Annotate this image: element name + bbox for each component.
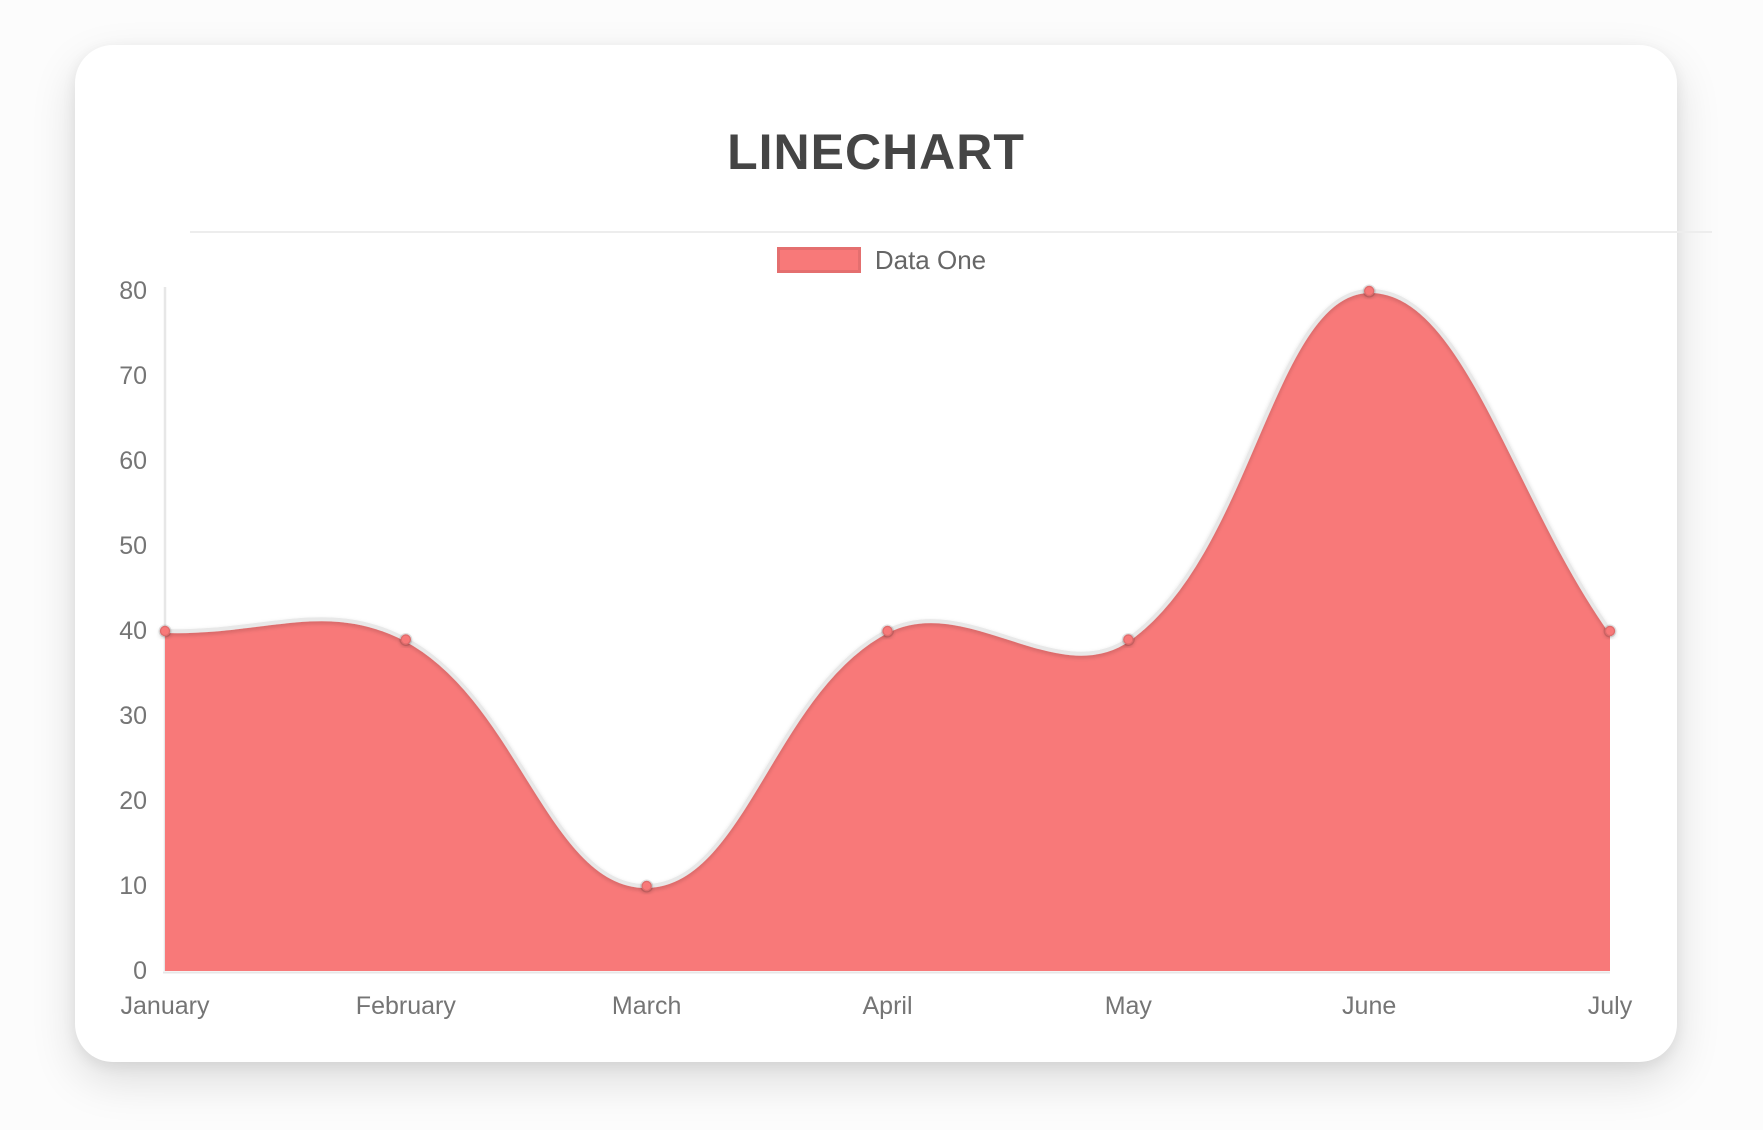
y-axis-tick-50: 50 [119,532,147,560]
y-axis-tick-60: 60 [119,447,147,475]
y-axis-tick-70: 70 [119,362,147,390]
x-axis-label-july: July [1587,992,1633,1020]
y-axis-tick-30: 30 [119,702,147,730]
y-axis-tick-40: 40 [119,617,147,645]
x-axis-label-june: June [1342,992,1397,1020]
y-axis-tick-20: 20 [119,787,147,815]
y-axis-tick-80: 80 [119,277,147,305]
x-axis-label-april: April [862,992,913,1020]
x-axis-label-january: January [120,992,210,1020]
chart-legend[interactable]: Data One [0,240,1763,280]
legend-label[interactable]: Data One [874,244,987,275]
y-axis-tick-10: 10 [119,872,147,900]
x-axis-label-march: March [611,992,682,1020]
legend-swatch-data-one[interactable] [776,247,861,273]
x-axis-label-may: May [1104,992,1152,1020]
chart-title: LINECHART [727,124,1025,180]
y-axis-tick-0: 0 [133,957,147,985]
title-divider [190,231,1712,233]
x-axis-label-february: February [355,992,456,1020]
